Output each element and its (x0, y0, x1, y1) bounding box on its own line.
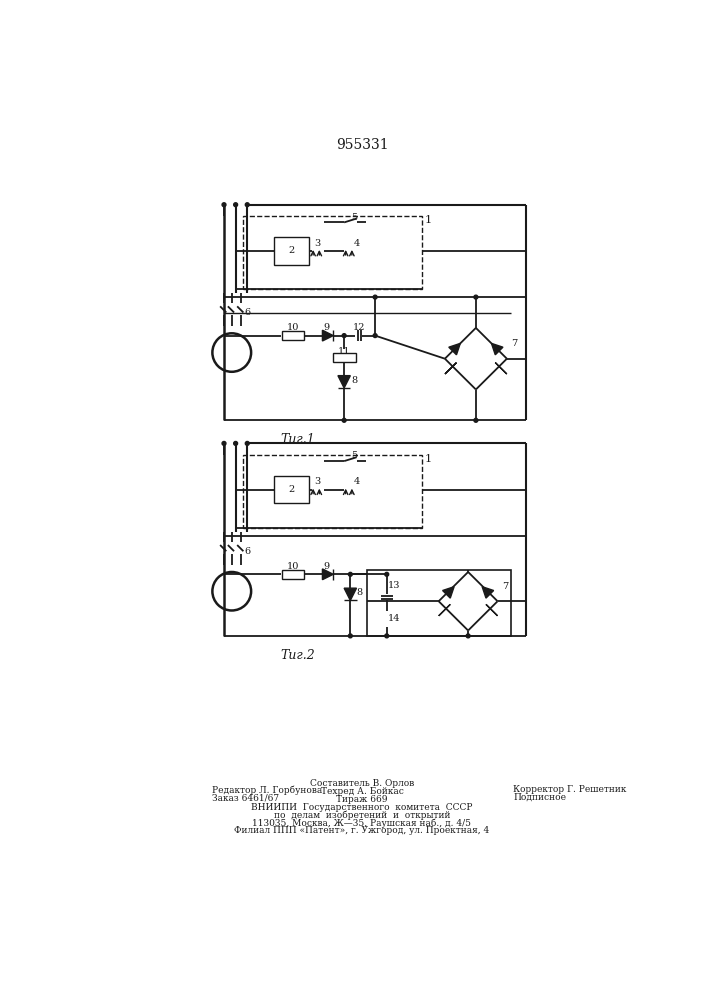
Circle shape (474, 418, 478, 422)
Circle shape (349, 572, 352, 576)
Text: 10: 10 (287, 323, 299, 332)
Bar (282, 570, 304, 579)
Text: 113035, Москва, Ж—35, Раушская наб., д. 4/5: 113035, Москва, Ж—35, Раушская наб., д. … (252, 818, 472, 828)
Bar (282, 331, 304, 340)
Circle shape (234, 441, 238, 445)
Text: 10: 10 (287, 562, 299, 571)
Text: 9: 9 (323, 323, 329, 332)
Text: 1: 1 (424, 215, 431, 225)
Circle shape (245, 441, 249, 445)
Text: Τиг.2: Τиг.2 (280, 649, 315, 662)
Text: по  делам  изобретений  и  открытий: по делам изобретений и открытий (274, 811, 450, 820)
Polygon shape (496, 363, 507, 374)
Text: 9: 9 (323, 562, 329, 571)
Circle shape (349, 634, 352, 638)
Text: 3: 3 (315, 239, 321, 248)
Polygon shape (322, 330, 333, 341)
Text: 5: 5 (351, 451, 357, 460)
Polygon shape (439, 604, 450, 616)
Bar (243, 216, 421, 289)
Text: Заказ 6461/67: Заказ 6461/67 (212, 793, 279, 802)
Circle shape (373, 295, 377, 299)
Text: 7: 7 (511, 339, 518, 348)
Bar (274, 476, 309, 503)
Circle shape (466, 634, 470, 638)
Circle shape (342, 334, 346, 338)
Text: 11: 11 (338, 347, 351, 356)
Circle shape (234, 203, 238, 207)
Circle shape (222, 441, 226, 445)
Circle shape (245, 203, 249, 207)
Text: 2: 2 (288, 485, 295, 494)
Polygon shape (491, 343, 503, 355)
Polygon shape (445, 363, 457, 374)
Text: 7: 7 (502, 582, 508, 591)
Polygon shape (443, 587, 454, 598)
Text: Техред А. Бойкас: Техред А. Бойкас (320, 787, 404, 796)
Text: Редактор Л. Горбунова: Редактор Л. Горбунова (212, 785, 322, 795)
Text: 5: 5 (351, 213, 357, 222)
Polygon shape (482, 587, 493, 598)
Text: Тираж 669: Тираж 669 (337, 795, 387, 804)
Bar (382, 610, 392, 627)
Circle shape (222, 203, 226, 207)
Polygon shape (338, 376, 351, 388)
Text: Корректор Г. Решетник: Корректор Г. Решетник (513, 785, 626, 794)
Polygon shape (322, 569, 333, 580)
Text: 955331: 955331 (336, 138, 388, 152)
Text: Подписное: Подписное (513, 793, 566, 802)
Text: Составитель В. Орлов: Составитель В. Орлов (310, 779, 414, 788)
Text: 12: 12 (353, 323, 365, 332)
Polygon shape (449, 343, 460, 355)
Bar (243, 455, 421, 528)
Bar (332, 353, 356, 362)
Polygon shape (344, 588, 356, 600)
Text: 8: 8 (356, 588, 363, 597)
Polygon shape (486, 604, 498, 616)
Text: 6: 6 (244, 308, 250, 317)
Text: 6: 6 (244, 547, 250, 556)
Bar (368, 570, 510, 636)
Text: 4: 4 (354, 477, 360, 486)
Text: 2: 2 (288, 246, 295, 255)
Text: 13: 13 (388, 581, 401, 590)
Circle shape (385, 634, 389, 638)
Circle shape (474, 295, 478, 299)
Text: 3: 3 (315, 477, 321, 486)
Circle shape (385, 572, 389, 576)
Text: 4: 4 (354, 239, 360, 248)
Text: 14: 14 (388, 614, 401, 623)
Text: 8: 8 (351, 376, 357, 385)
Text: Τиг.1: Τиг.1 (280, 433, 315, 446)
Text: Филиал ППП «Патент», г. Ужгород, ул. Проектная, 4: Филиал ППП «Патент», г. Ужгород, ул. Про… (234, 826, 489, 835)
Circle shape (342, 418, 346, 422)
Circle shape (373, 334, 377, 338)
Text: 1: 1 (424, 454, 431, 464)
Text: ВНИИПИ  Государственного  комитета  СССР: ВНИИПИ Государственного комитета СССР (251, 803, 473, 812)
Bar (274, 237, 309, 265)
